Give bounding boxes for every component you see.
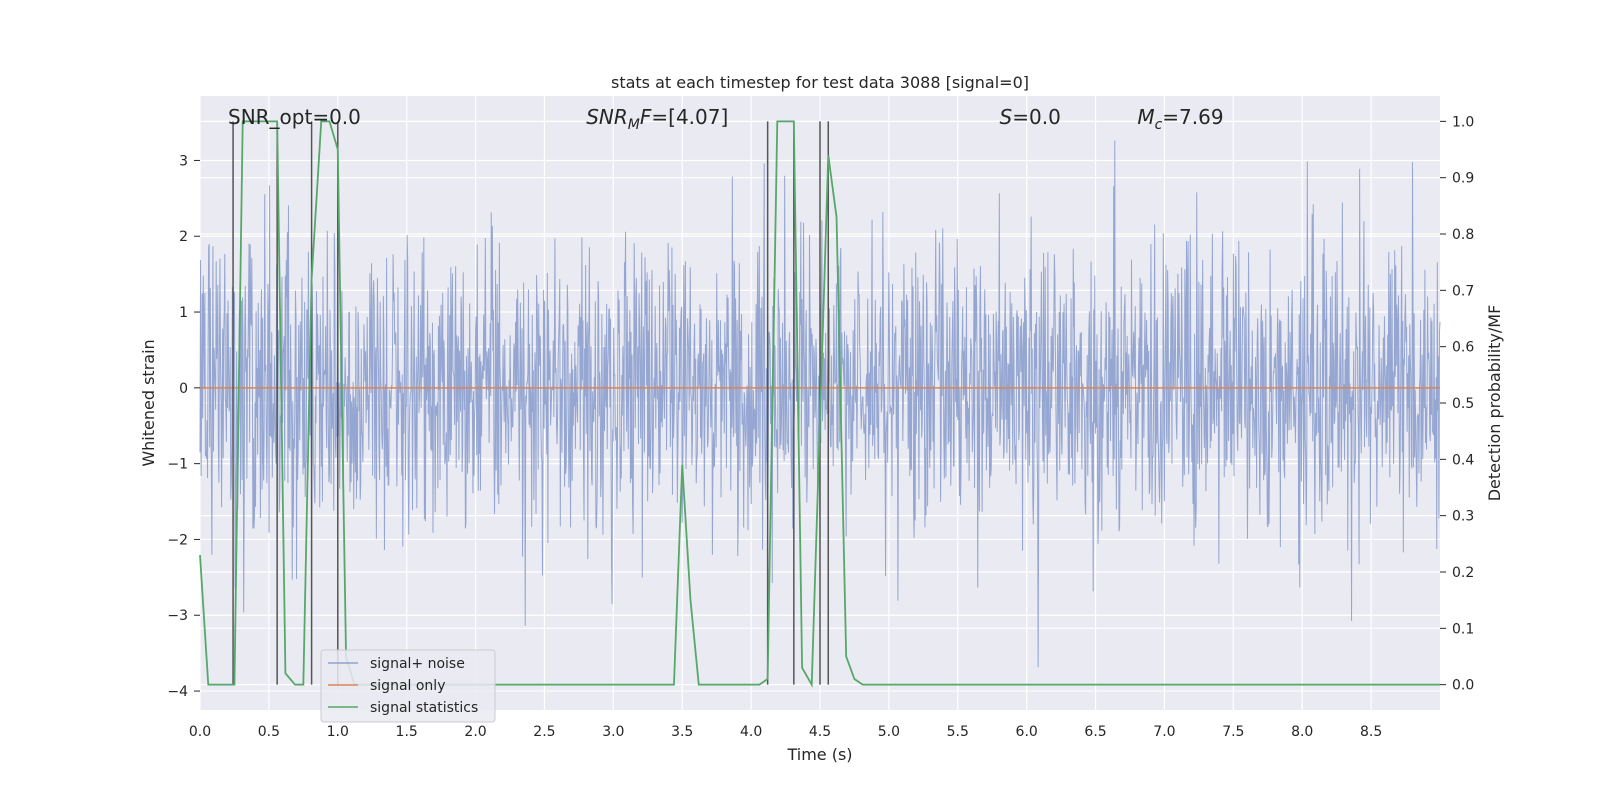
x-tick-label: 1.5 — [396, 724, 418, 740]
y-right-tick-label: 0.8 — [1452, 227, 1474, 243]
legend: signal+ noise signal only signal statist… — [320, 649, 496, 723]
y-left-tick-label: −1 — [167, 457, 188, 473]
x-tick-labels: 0.0 0.5 1.0 1.5 2.0 2.5 3.0 3.5 4.0 4.5 5.0 5.5 6.0 6… — [189, 724, 1382, 740]
y-right-tick-label: 0.2 — [1452, 565, 1474, 581]
y-left-tick-label: 3 — [179, 153, 188, 169]
signal-statistics-line — [199, 120, 1440, 688]
y-right-tick-labels: 1.0 0.9 0.8 0.7 0.6 0.5 0.4 0.3 0.2 0.1 0.0 — [1440, 114, 1474, 694]
series-signal-statistics — [199, 120, 1440, 688]
x-tick-label: 8.0 — [1291, 724, 1313, 740]
x-tick-label: 4.0 — [740, 724, 762, 740]
annotation: Mc=7.69 — [1137, 105, 1223, 133]
x-tick-label: 5.5 — [947, 724, 969, 740]
annotation: SNRMF=[4.07] — [586, 105, 728, 133]
x-tick-label: 4.5 — [809, 724, 831, 740]
y-right-tick-label: 0.4 — [1452, 452, 1474, 468]
x-tick-label: 7.5 — [1222, 724, 1244, 740]
y-left-tick-labels: 3 2 1 0 −1 −2 −3 −4 — [167, 153, 200, 700]
legend-box — [320, 649, 496, 723]
y-left-tick-label: −4 — [167, 684, 188, 700]
x-tick-label: 0.5 — [258, 724, 280, 740]
annotation: SNR_opt=0.0 — [228, 105, 361, 129]
y-left-tick-label: 1 — [179, 305, 188, 321]
y-right-tick-label: 0.5 — [1452, 396, 1474, 412]
x-tick-label: 7.0 — [1153, 724, 1175, 740]
y-right-axis-label: Detection probability/MF — [1485, 305, 1504, 502]
y-right-tick-label: 0.1 — [1452, 621, 1474, 637]
x-axis-label: Time (s) — [786, 745, 852, 764]
legend-label-signal-only: signal only — [370, 678, 445, 694]
x-tick-label: 8.5 — [1360, 724, 1382, 740]
y-left-tick-label: 2 — [179, 229, 188, 245]
annotations: SNR_opt=0.0 SNRMF=[4.07] S=0.0 Mc=7.69 — [228, 105, 1224, 133]
legend-label-statistics: signal statistics — [370, 700, 478, 716]
y-right-tick-label: 0.7 — [1452, 283, 1474, 299]
y-left-tick-label: 0 — [179, 381, 188, 397]
legend-label-noise: signal+ noise — [370, 656, 465, 672]
x-tick-label: 1.0 — [327, 724, 349, 740]
y-right-tick-label: 0.3 — [1452, 509, 1474, 525]
x-tick-label: 6.5 — [1084, 724, 1106, 740]
annotation: S=0.0 — [1000, 105, 1061, 129]
x-tick-label: 2.5 — [533, 724, 555, 740]
y-right-tick-label: 0.0 — [1452, 678, 1474, 694]
chart-title: stats at each timestep for test data 308… — [611, 73, 1029, 92]
x-tick-label: 2.0 — [464, 724, 486, 740]
vertical-lines — [232, 121, 830, 685]
y-left-axis-label: Whitened strain — [139, 339, 158, 466]
x-tick-label: 5.0 — [878, 724, 900, 740]
x-tick-label: 3.5 — [671, 724, 693, 740]
y-right-tick-label: 0.9 — [1452, 171, 1474, 187]
x-tick-label: 6.0 — [1016, 724, 1038, 740]
y-left-tick-label: −2 — [167, 532, 188, 548]
x-tick-label: 3.0 — [602, 724, 624, 740]
y-right-tick-label: 1.0 — [1452, 114, 1474, 130]
x-tick-label: 0.0 — [189, 724, 211, 740]
y-left-tick-label: −3 — [167, 608, 188, 624]
y-right-tick-label: 0.6 — [1452, 340, 1474, 356]
